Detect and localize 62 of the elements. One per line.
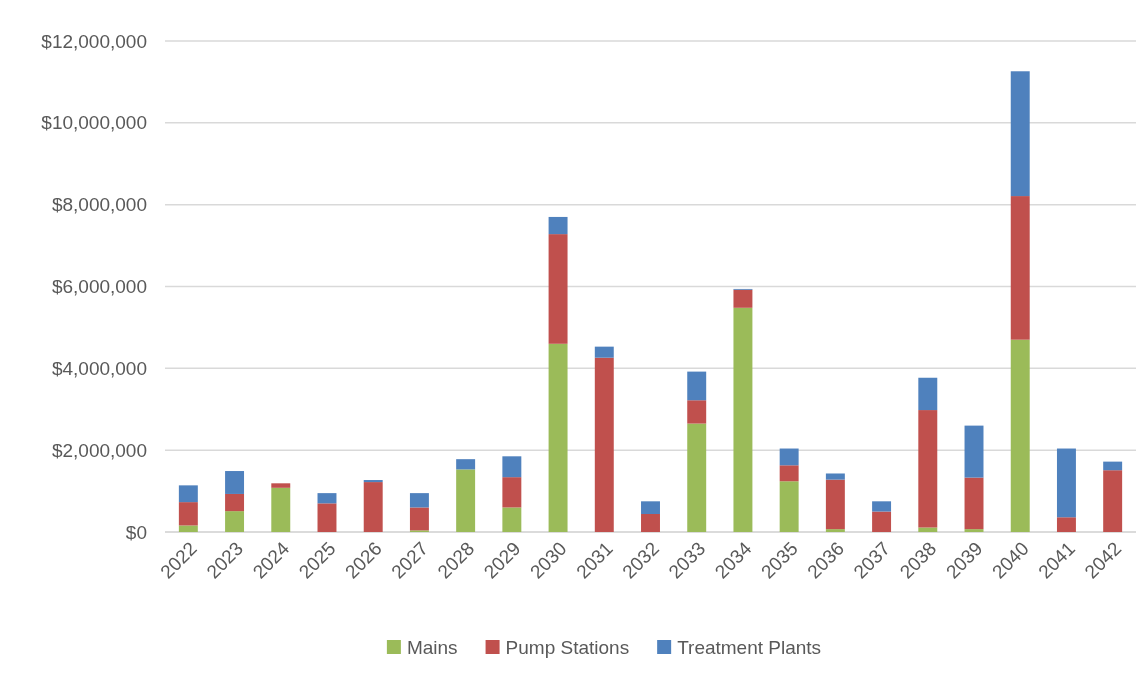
bar [733, 307, 753, 532]
bar [825, 529, 845, 532]
bar [779, 465, 799, 482]
bar [317, 493, 337, 504]
bar [1010, 339, 1030, 532]
y-tick-label: $8,000,000 [51, 194, 147, 216]
bar [363, 480, 383, 483]
bar [872, 501, 892, 512]
bar [594, 357, 614, 532]
bar [363, 482, 383, 532]
bar [317, 503, 337, 532]
bar [825, 473, 845, 480]
bar [1010, 71, 1030, 197]
bar [779, 481, 799, 532]
bar [502, 456, 522, 478]
bar [1056, 517, 1076, 532]
legend-label: Pump Stations [505, 636, 630, 658]
bar [409, 507, 429, 531]
bar [687, 371, 707, 401]
y-tick-label: $10,000,000 [41, 112, 147, 134]
legend-label: Treatment Plants [677, 636, 822, 658]
legend-label: Mains [406, 636, 458, 658]
bar [456, 459, 476, 470]
bar [825, 479, 845, 530]
bar [502, 507, 522, 532]
bar [918, 377, 938, 411]
bar [225, 511, 245, 532]
bar [225, 493, 245, 512]
bar [641, 501, 660, 514]
bar [225, 471, 245, 494]
bar [548, 343, 568, 532]
bar [271, 483, 291, 488]
y-tick-label: $0 [125, 521, 147, 543]
y-tick-label: $4,000,000 [51, 357, 147, 379]
bar [872, 511, 892, 532]
bar [1010, 196, 1030, 340]
bar [548, 216, 568, 235]
bar [456, 469, 476, 532]
bar [1103, 461, 1123, 471]
bar [641, 514, 660, 532]
bar [1103, 470, 1123, 532]
bar [964, 425, 984, 478]
bar [918, 410, 938, 528]
bar [594, 346, 614, 358]
bar [178, 485, 198, 503]
bar [1056, 448, 1076, 518]
bar [271, 487, 291, 532]
y-tick-label: $2,000,000 [51, 439, 147, 461]
bar [409, 493, 429, 508]
bar [964, 477, 984, 530]
bar [779, 448, 799, 466]
bar [178, 502, 198, 526]
bar [918, 527, 938, 532]
bar [178, 525, 198, 532]
y-tick-label: $12,000,000 [41, 30, 147, 52]
bar [548, 234, 568, 344]
y-tick-label: $6,000,000 [51, 276, 147, 298]
bar [687, 400, 707, 424]
bar [502, 477, 522, 508]
bar [733, 289, 753, 308]
bar [964, 529, 984, 532]
bar [687, 423, 707, 532]
